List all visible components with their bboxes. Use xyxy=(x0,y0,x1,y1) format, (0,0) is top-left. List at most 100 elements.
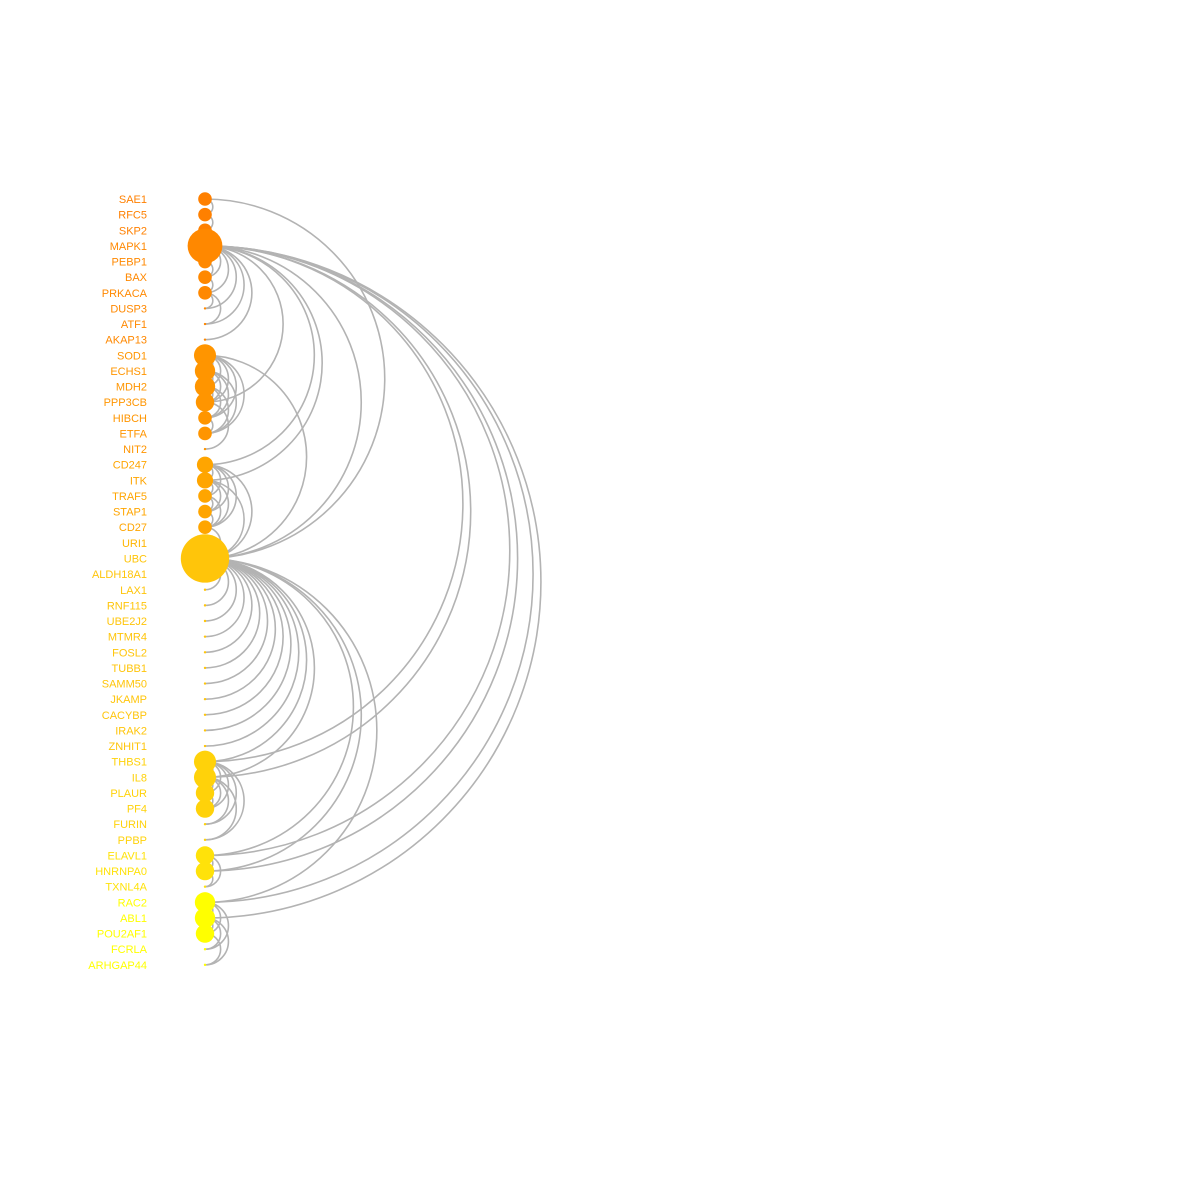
node-mtmr4 xyxy=(203,635,207,638)
node-label-sae1: SAE1 xyxy=(119,194,147,206)
node-label-aldh18a1: ALDH18A1 xyxy=(92,569,147,581)
node-irak2 xyxy=(203,729,207,732)
node-hnrnpa0 xyxy=(195,861,215,881)
node-label-bax: BAX xyxy=(125,272,148,284)
node-ppp3cb xyxy=(195,392,215,412)
link-mapk1-cd247 xyxy=(204,245,316,466)
node-label-cd247: CD247 xyxy=(113,460,147,472)
link-ubc-rac2 xyxy=(204,557,378,904)
link-ubc-il8 xyxy=(204,557,316,779)
labels-layer: SAE1 RFC5 SKP2 MAPK1 PEBP1 BAX PRKACA DUSP3 ATF1… xyxy=(88,194,147,972)
node-akap13 xyxy=(203,338,207,341)
node-jkamp xyxy=(203,697,207,701)
link-ubc-tubb1 xyxy=(204,557,261,669)
node-hibch xyxy=(198,411,212,425)
link-mapk1-elavl1 xyxy=(204,245,511,857)
node-label-furin: FURIN xyxy=(113,819,147,831)
node-samm50 xyxy=(203,682,207,685)
node-label-rnf115: RNF115 xyxy=(107,600,147,612)
node-label-itk: ITK xyxy=(130,475,148,487)
node-abl1 xyxy=(194,907,216,929)
node-il8 xyxy=(193,766,217,789)
node-prkaca xyxy=(198,285,212,300)
node-echs1 xyxy=(194,360,216,382)
node-label-traf5: TRAF5 xyxy=(112,491,147,503)
node-ube2j2 xyxy=(203,619,207,623)
link-ubc-thbs1 xyxy=(204,557,308,763)
node-label-txnl4a: TXNL4A xyxy=(105,882,147,894)
node-label-pebp1: PEBP1 xyxy=(112,257,147,269)
node-label-akap13: AKAP13 xyxy=(105,335,147,347)
node-label-ppbp: PPBP xyxy=(118,835,147,847)
node-label-irak2: IRAK2 xyxy=(115,725,147,737)
node-label-cacybp: CACYBP xyxy=(102,710,147,722)
link-echs1-etfa xyxy=(204,370,238,435)
node-label-mapk1: MAPK1 xyxy=(110,241,147,253)
node-traf5 xyxy=(198,489,212,503)
link-ubc-znhit1 xyxy=(204,557,300,747)
node-sae1 xyxy=(198,192,212,206)
node-label-jkamp: JKAMP xyxy=(110,694,147,706)
node-label-atf1: ATF1 xyxy=(121,319,147,331)
links-layer xyxy=(204,198,542,966)
node-elavl1 xyxy=(195,846,215,865)
node-rnf115 xyxy=(203,604,207,607)
node-label-stap1: STAP1 xyxy=(113,507,147,519)
node-rac2 xyxy=(194,892,216,913)
node-label-lax1: LAX1 xyxy=(120,585,147,597)
node-thbs1 xyxy=(193,750,217,773)
node-pou2af1 xyxy=(195,924,215,943)
link-mapk1-hnrnpa0 xyxy=(204,245,519,872)
link-mapk1-itk xyxy=(204,245,323,482)
node-label-pf4: PF4 xyxy=(127,804,147,816)
node-label-mdh2: MDH2 xyxy=(116,382,147,394)
link-il8-ppbp xyxy=(204,776,238,841)
node-label-tubb1: TUBB1 xyxy=(112,663,147,675)
link-sod1-ubc xyxy=(204,354,308,560)
node-label-fcrla: FCRLA xyxy=(111,944,148,956)
node-label-fosl2: FOSL2 xyxy=(112,647,147,659)
node-bax xyxy=(198,270,212,284)
node-mapk1 xyxy=(187,228,223,264)
link-mapk1-akap13 xyxy=(204,245,253,341)
node-label-dusp3: DUSP3 xyxy=(110,303,147,315)
node-mdh2 xyxy=(194,376,216,397)
node-label-etfa: ETFA xyxy=(119,428,147,440)
node-label-thbs1: THBS1 xyxy=(112,757,147,769)
link-itk-cd27 xyxy=(204,479,230,529)
node-etfa xyxy=(198,426,212,441)
node-label-znhit1: ZNHIT1 xyxy=(109,741,148,753)
link-sae1-ubc xyxy=(204,198,386,560)
node-dusp3 xyxy=(203,307,207,310)
node-label-samm50: SAMM50 xyxy=(102,679,147,691)
node-itk xyxy=(196,472,214,489)
node-cd27 xyxy=(198,520,212,535)
node-cacybp xyxy=(203,713,207,716)
node-label-echs1: ECHS1 xyxy=(110,366,147,378)
node-label-elavl1: ELAVL1 xyxy=(107,850,147,862)
node-label-uri1: URI1 xyxy=(122,538,147,550)
node-fcrla xyxy=(203,948,207,951)
node-cd247 xyxy=(196,456,214,473)
node-label-ppp3cb: PPP3CB xyxy=(104,397,147,409)
node-atf1 xyxy=(203,322,207,326)
link-mapk1-il8 xyxy=(204,245,472,779)
node-ubc xyxy=(180,534,230,583)
node-label-plaur: PLAUR xyxy=(110,788,147,800)
node-label-ubc: UBC xyxy=(124,553,147,565)
node-furin xyxy=(203,823,207,826)
node-label-skp2: SKP2 xyxy=(119,225,147,237)
node-label-nit2: NIT2 xyxy=(123,444,147,456)
node-label-mtmr4: MTMR4 xyxy=(108,632,147,644)
link-ubc-samm50 xyxy=(204,557,269,685)
link-ubc-irak2 xyxy=(204,557,292,732)
node-rfc5 xyxy=(198,207,212,222)
node-arhgap44 xyxy=(203,963,207,967)
link-mapk1-ubc xyxy=(204,245,363,560)
node-label-rfc5: RFC5 xyxy=(118,210,147,222)
node-label-il8: IL8 xyxy=(132,772,147,784)
node-fosl2 xyxy=(203,651,207,654)
node-label-sod1: SOD1 xyxy=(117,350,147,362)
link-mapk1-thbs1 xyxy=(204,245,464,763)
